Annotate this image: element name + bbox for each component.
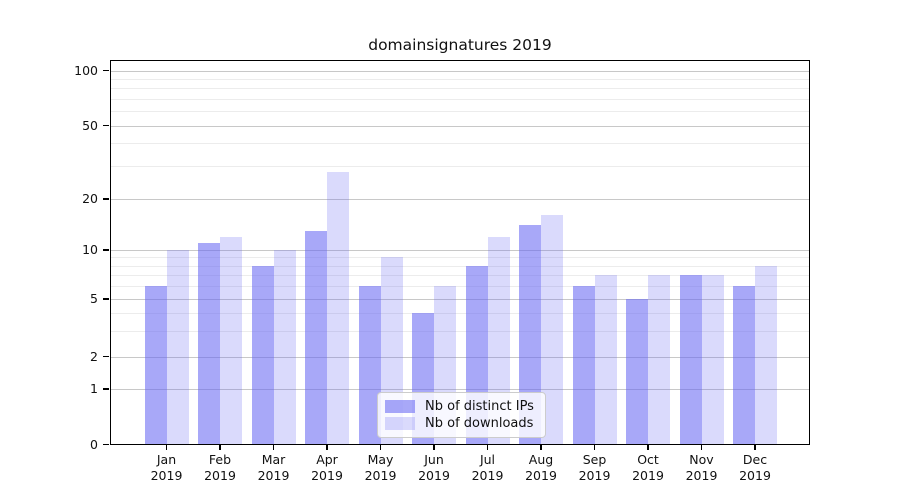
bar-nb-of-downloads-nov (701, 275, 724, 445)
gridline-major-50 (110, 125, 810, 127)
gridline-minor-30 (110, 166, 810, 168)
legend-label-distinct-ips: Nb of distinct IPs (425, 399, 534, 414)
bar-nb-of-distinct-ips-nov (679, 275, 702, 445)
gridline-major-100 (110, 70, 810, 72)
bar-nb-of-downloads-feb (220, 236, 242, 445)
y-tick-label-50: 50 (82, 117, 98, 133)
y-tick-label-100: 100 (74, 62, 98, 78)
x-tick-label-dec: Dec 2019 (739, 452, 771, 483)
y-tick-label-2: 2 (90, 348, 98, 364)
bar-nb-of-downloads-apr (327, 172, 349, 445)
legend-swatch-downloads (385, 417, 415, 430)
bar-nb-of-downloads-jan (166, 250, 189, 445)
x-tick-mark-may (379, 445, 382, 450)
gridline-major-20 (110, 199, 810, 200)
bar-nb-of-downloads-dec (755, 265, 777, 445)
gridline-minor-8 (110, 265, 810, 267)
legend-label-downloads: Nb of downloads (425, 416, 534, 431)
bar-nb-of-distinct-ips-dec (733, 286, 755, 445)
y-tick-mark-50 (103, 124, 109, 127)
bar-nb-of-downloads-oct (648, 275, 670, 445)
bar-nb-of-distinct-ips-apr (305, 230, 327, 445)
bar-nb-of-distinct-ips-jan (144, 286, 167, 445)
chart-title: domainsignatures 2019 (368, 36, 552, 54)
bar-nb-of-downloads-sep (594, 275, 617, 445)
x-tick-mark-apr (326, 445, 328, 450)
gridline-minor-70 (110, 98, 810, 100)
y-tick-label-20: 20 (82, 191, 98, 206)
gridline-minor-90 (110, 78, 810, 80)
bar-nb-of-distinct-ips-mar (251, 265, 274, 445)
gridline-minor-4 (110, 313, 810, 314)
gridline-minor-6 (110, 286, 810, 288)
bar-nb-of-downloads-aug (541, 215, 563, 445)
y-tick-mark-20 (103, 198, 109, 200)
bar-nb-of-downloads-mar (273, 250, 296, 445)
bar-nb-of-distinct-ips-feb (198, 242, 220, 445)
x-tick-label-feb: Feb 2019 (204, 452, 236, 483)
bar-nb-of-distinct-ips-oct (626, 299, 648, 445)
legend-entry-downloads: Nb of downloads (385, 415, 536, 432)
y-tick-label-5: 5 (90, 291, 98, 306)
y-tick-mark-100 (103, 69, 109, 72)
y-tick-mark-10 (103, 249, 109, 251)
gridline-major-1 (110, 389, 810, 390)
y-tick-mark-5 (103, 298, 109, 300)
bar-nb-of-distinct-ips-may (358, 286, 381, 445)
x-tick-mark-oct (647, 445, 649, 450)
x-tick-label-oct: Oct 2019 (632, 452, 664, 483)
y-tick-label-10: 10 (82, 242, 98, 257)
x-tick-mark-jun (433, 445, 435, 450)
x-tick-mark-jan (165, 445, 168, 450)
x-tick-label-jul: Jul 2019 (471, 452, 504, 483)
x-tick-label-may: May 2019 (364, 452, 397, 483)
x-tick-mark-nov (700, 445, 703, 450)
x-tick-label-nov: Nov 2019 (685, 452, 718, 483)
x-tick-mark-jul (486, 445, 489, 450)
x-tick-label-mar: Mar 2019 (257, 452, 290, 483)
x-tick-label-aug: Aug 2019 (525, 452, 557, 483)
legend-swatch-distinct-ips (385, 400, 415, 413)
y-tick-mark-1 (103, 388, 109, 390)
x-tick-mark-dec (754, 445, 756, 450)
x-tick-mark-aug (540, 445, 542, 450)
x-tick-label-jun: Jun 2019 (418, 452, 450, 483)
bar-nb-of-distinct-ips-aug (519, 225, 541, 445)
x-tick-mark-sep (593, 445, 596, 450)
y-tick-mark-0 (103, 443, 109, 446)
y-tick-mark-2 (103, 355, 109, 358)
x-tick-label-apr: Apr 2019 (311, 452, 343, 483)
y-tick-label-0: 0 (90, 436, 98, 452)
y-tick-label-1: 1 (90, 381, 98, 396)
bar-nb-of-distinct-ips-sep (572, 286, 595, 445)
gridline-major-10 (110, 250, 810, 251)
gridline-minor-40 (110, 143, 810, 145)
gridline-minor-7 (110, 275, 810, 277)
gridline-major-5 (110, 299, 810, 300)
plot-area (110, 60, 810, 445)
gridline-major-2 (110, 356, 810, 358)
gridline-minor-3 (110, 331, 810, 333)
x-tick-mark-feb (219, 445, 221, 450)
x-tick-mark-mar (272, 445, 275, 450)
legend: Nb of distinct IPs Nb of downloads (377, 392, 546, 438)
x-tick-label-sep: Sep 2019 (578, 452, 611, 483)
gridline-minor-60 (110, 111, 810, 113)
legend-entry-distinct-ips: Nb of distinct IPs (385, 398, 536, 415)
x-tick-label-jan: Jan 2019 (150, 452, 183, 483)
gridline-minor-80 (110, 88, 810, 90)
gridline-minor-9 (110, 257, 810, 259)
